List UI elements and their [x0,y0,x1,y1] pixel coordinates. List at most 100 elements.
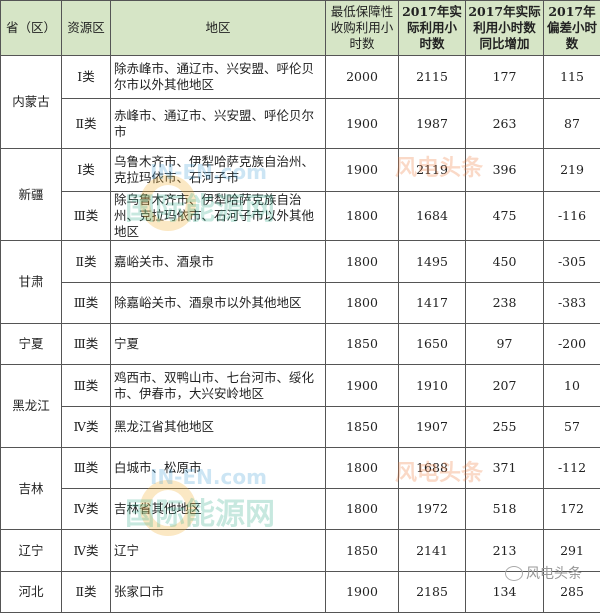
zone-cell: Ⅲ类 [62,283,111,324]
actual-hours-cell: 1684 [399,192,466,241]
min-hours-cell: 1900 [326,149,399,192]
actual-hours-cell: 1650 [399,324,466,365]
min-hours-cell: 1800 [326,448,399,489]
actual-hours-cell: 1417 [399,283,466,324]
actual-hours-cell: 1910 [399,365,466,407]
credit: 风电头条 [505,563,582,583]
header-increase: 2017年实际利用小时数同比增加 [466,1,544,56]
actual-hours-cell: 1495 [399,241,466,283]
deviation-cell: 115 [544,56,600,99]
area-cell: 鸡西市、双鸭山市、七台河市、绥化市、伊春市，大兴安岭地区 [111,365,326,407]
zone-cell: Ⅲ类 [62,365,111,407]
zone-cell: Ⅱ类 [62,572,111,613]
province-cell: 内蒙古 [1,56,62,149]
zone-cell: Ⅳ类 [62,489,111,530]
zone-cell: Ⅳ类 [62,407,111,448]
province-cell: 吉林 [1,448,62,530]
deviation-cell: -116 [544,192,600,241]
header-zone: 资源区 [62,1,111,56]
min-hours-cell: 2000 [326,56,399,99]
area-cell: 除赤峰市、通辽市、兴安盟、呼伦贝尔市以外其他地区 [111,56,326,99]
zone-cell: Ⅰ类 [62,149,111,192]
increase-cell: 238 [466,283,544,324]
deviation-cell: -112 [544,448,600,489]
min-hours-cell: 1900 [326,99,399,149]
credit-label: 风电头条 [526,563,582,583]
min-hours-cell: 1850 [326,324,399,365]
header-actual-hours: 2017年实际利用小时数 [399,1,466,56]
header-province: 省（区） [1,1,62,56]
increase-cell: 255 [466,407,544,448]
actual-hours-cell: 1907 [399,407,466,448]
zone-cell: Ⅲ类 [62,448,111,489]
min-hours-cell: 1800 [326,241,399,283]
area-cell: 黑龙江省其他地区 [111,407,326,448]
deviation-cell: 87 [544,99,600,149]
increase-cell: 475 [466,192,544,241]
header-deviation: 2017年偏差小时数 [544,1,600,56]
actual-hours-cell: 2141 [399,530,466,572]
increase-cell: 450 [466,241,544,283]
deviation-cell: -383 [544,283,600,324]
actual-hours-cell: 2115 [399,56,466,99]
zone-cell: Ⅱ类 [62,241,111,283]
deviation-cell: 219 [544,149,600,192]
zone-cell: Ⅲ类 [62,192,111,241]
deviation-cell: -305 [544,241,600,283]
increase-cell: 207 [466,365,544,407]
increase-cell: 263 [466,99,544,149]
min-hours-cell: 1900 [326,572,399,613]
area-cell: 除嘉峪关市、酒泉市以外其他地区 [111,283,326,324]
wechat-icon [505,566,523,581]
deviation-cell: -200 [544,324,600,365]
area-cell: 乌鲁木齐市、伊犁哈萨克族自治州、克拉玛依市、石河子市 [111,149,326,192]
province-cell: 宁夏 [1,324,62,365]
min-hours-cell: 1850 [326,407,399,448]
increase-cell: 177 [466,56,544,99]
zone-cell: Ⅱ类 [62,99,111,149]
area-cell: 嘉峪关市、酒泉市 [111,241,326,283]
actual-hours-cell: 1688 [399,448,466,489]
increase-cell: 518 [466,489,544,530]
area-cell: 白城市、松原市 [111,448,326,489]
min-hours-cell: 1800 [326,192,399,241]
header-row: 省（区） 资源区 地区 最低保障性收购利用小时数 2017年实际利用小时数 20… [1,1,600,56]
area-cell: 宁夏 [111,324,326,365]
zone-cell: Ⅲ类 [62,324,111,365]
province-cell: 甘肃 [1,241,62,324]
min-hours-cell: 1800 [326,489,399,530]
area-cell: 辽宁 [111,530,326,572]
province-cell: 河北 [1,572,62,613]
actual-hours-cell: 2119 [399,149,466,192]
min-hours-cell: 1800 [326,283,399,324]
actual-hours-cell: 1972 [399,489,466,530]
province-cell: 辽宁 [1,530,62,572]
area-cell: 张家口市 [111,572,326,613]
watermark-logo-icon [140,480,196,536]
actual-hours-cell: 1987 [399,99,466,149]
increase-cell: 396 [466,149,544,192]
zone-cell: Ⅳ类 [62,530,111,572]
increase-cell: 371 [466,448,544,489]
header-area: 地区 [111,1,326,56]
min-hours-cell: 1900 [326,365,399,407]
area-cell: 赤峰市、通辽市、兴安盟、呼伦贝尔市 [111,99,326,149]
deviation-cell: 172 [544,489,600,530]
increase-cell: 97 [466,324,544,365]
header-min-hours: 最低保障性收购利用小时数 [326,1,399,56]
province-cell: 新疆 [1,149,62,241]
province-cell: 黑龙江 [1,365,62,448]
watermark-logo-icon [140,175,196,231]
